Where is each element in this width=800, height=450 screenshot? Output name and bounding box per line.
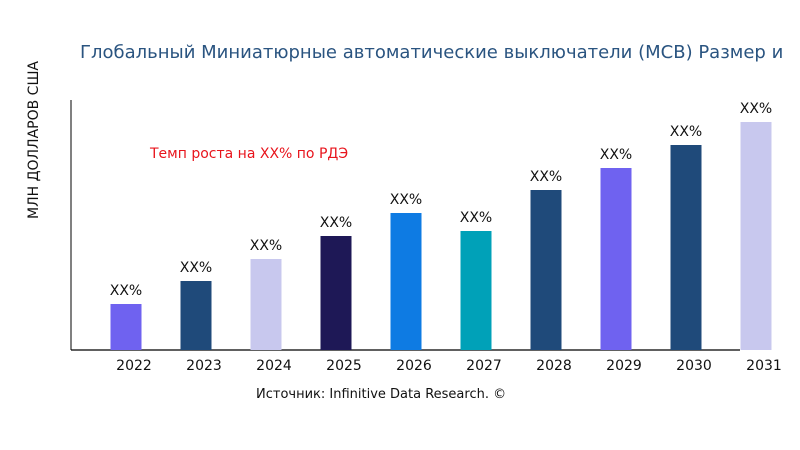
data-label-2027: XX%: [460, 210, 492, 226]
chart-title: Глобальный Миниатюрные автоматические вы…: [80, 42, 784, 63]
bar-2025: [320, 236, 352, 350]
x-tick-label: 2030: [676, 358, 712, 374]
bar-2030: [670, 145, 702, 350]
x-tick-label: 2026: [396, 358, 432, 374]
data-label-2022: XX%: [110, 283, 142, 299]
data-label-2025: XX%: [320, 215, 352, 231]
x-tick-label: 2029: [606, 358, 642, 374]
bar-2023: [180, 281, 212, 350]
bar-2028: [530, 190, 562, 350]
x-tick-label: 2028: [536, 358, 572, 374]
x-tick-label: 2025: [326, 358, 362, 374]
bar-2022: [110, 304, 142, 350]
x-tick-label: 2031: [746, 358, 782, 374]
data-label-2026: XX%: [390, 192, 422, 208]
bar-2026: [390, 213, 422, 350]
data-label-2023: XX%: [180, 260, 212, 276]
bar-2024: [250, 259, 282, 350]
growth-annotation: Темп роста на XX% по РДЭ: [150, 146, 349, 162]
data-label-2028: XX%: [530, 169, 562, 185]
data-label-2031: XX%: [740, 101, 772, 117]
x-tick-label: 2024: [256, 358, 292, 374]
x-tick-label: 2022: [116, 358, 152, 374]
source-note: Источник: Infinitive Data Research. ©: [256, 387, 507, 402]
data-label-2029: XX%: [600, 147, 632, 163]
x-tick-label: 2023: [186, 358, 222, 374]
data-label-2030: XX%: [670, 124, 702, 140]
bar-2029: [600, 168, 632, 350]
data-label-2024: XX%: [250, 238, 282, 254]
bar-2027: [460, 231, 492, 350]
bar-2031: [740, 122, 772, 350]
x-tick-label: 2027: [466, 358, 502, 374]
